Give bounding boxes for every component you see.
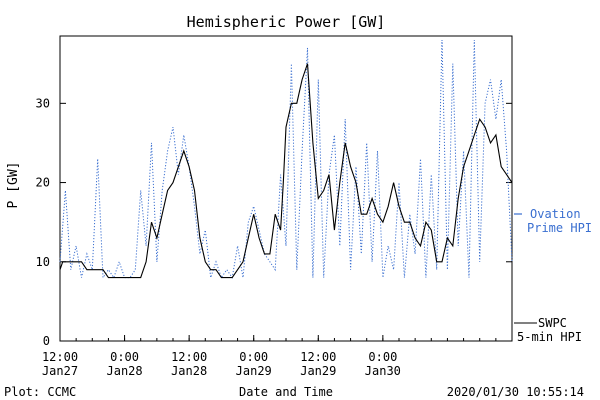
x-tick-label-time: 12:00 <box>42 350 78 364</box>
legend-swpc-line1: SWPC <box>538 316 567 330</box>
series-ovation-prime-line <box>59 39 513 280</box>
y-axis-label: P [GW] <box>6 162 21 209</box>
y-tick-label: 30 <box>36 96 50 110</box>
x-tick-label-time: 0:00 <box>368 350 397 364</box>
plot-area <box>59 35 513 342</box>
x-tick-label-time: 12:00 <box>171 350 207 364</box>
y-tick-label: 10 <box>36 255 50 269</box>
x-tick-label-date: Jan29 <box>236 364 272 378</box>
footer-left: Plot: CCMC <box>4 385 76 399</box>
y-tick-label: 20 <box>36 176 50 190</box>
x-tick-label-date: Jan27 <box>42 364 78 378</box>
x-axis-ticks: 12:00Jan270:00Jan2812:00Jan280:00Jan2912… <box>42 335 513 378</box>
x-tick-label-time: 0:00 <box>239 350 268 364</box>
x-tick-label-date: Jan28 <box>171 364 207 378</box>
y-tick-label: 0 <box>43 334 50 348</box>
series-layer <box>59 39 513 280</box>
legend-ovation-line2: Prime HPI <box>527 221 592 235</box>
legend-ovation-line1: Ovation <box>530 207 581 221</box>
x-tick-label-date: Jan29 <box>300 364 336 378</box>
chart-title: Hemispheric Power [GW] <box>187 13 386 31</box>
legend: Ovation Prime HPI SWPC 5-min HPI <box>514 207 592 344</box>
x-tick-label-date: Jan30 <box>365 364 401 378</box>
x-axis-label: Date and Time <box>239 385 333 399</box>
x-tick-label-date: Jan28 <box>107 364 143 378</box>
series-swpc-line <box>59 63 513 279</box>
x-tick-label-time: 12:00 <box>300 350 336 364</box>
footer-right: 2020/01/30 10:55:14 <box>447 385 584 399</box>
y-axis-ticks: 0 10 20 30 <box>36 96 512 348</box>
x-tick-label-time: 0:00 <box>110 350 139 364</box>
legend-swpc-line2: 5-min HPI <box>517 330 582 344</box>
